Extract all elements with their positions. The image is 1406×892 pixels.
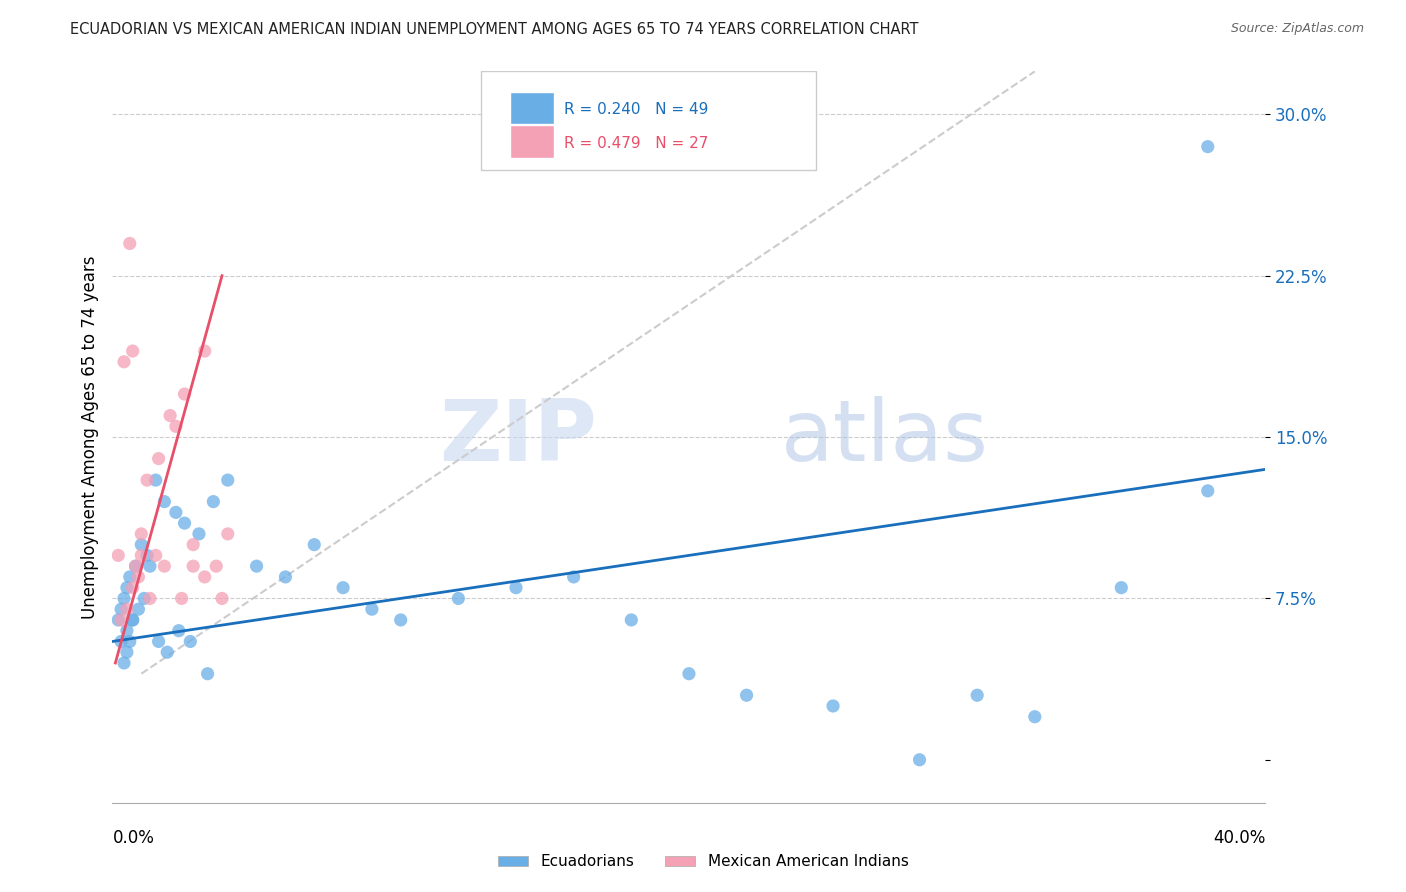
Point <box>127 602 149 616</box>
Text: ZIP: ZIP <box>439 395 596 479</box>
Text: ECUADORIAN VS MEXICAN AMERICAN INDIAN UNEMPLOYMENT AMONG AGES 65 TO 74 YEARS COR: ECUADORIAN VS MEXICAN AMERICAN INDIAN UN… <box>70 22 918 37</box>
Point <box>136 549 159 563</box>
Point <box>1111 581 1133 595</box>
FancyBboxPatch shape <box>510 92 554 124</box>
Point <box>145 549 167 563</box>
Point <box>173 387 195 401</box>
Point <box>562 570 585 584</box>
Point <box>194 570 217 584</box>
Point <box>173 516 195 530</box>
Point <box>110 602 132 616</box>
Point <box>211 591 233 606</box>
Text: 40.0%: 40.0% <box>1213 829 1265 847</box>
Point <box>304 538 326 552</box>
Point <box>360 602 382 616</box>
Point <box>129 527 153 541</box>
Text: R = 0.479   N = 27: R = 0.479 N = 27 <box>564 136 709 151</box>
Point <box>136 473 159 487</box>
Point <box>115 645 138 659</box>
Point <box>165 505 187 519</box>
Point <box>121 344 143 359</box>
Point <box>188 527 211 541</box>
FancyBboxPatch shape <box>510 126 554 158</box>
Text: 0.0%: 0.0% <box>112 829 155 847</box>
Point <box>134 591 156 606</box>
Point <box>139 591 162 606</box>
Point <box>112 656 135 670</box>
Point <box>127 570 149 584</box>
Point <box>153 559 176 574</box>
Y-axis label: Unemployment Among Ages 65 to 74 years: Unemployment Among Ages 65 to 74 years <box>80 255 98 619</box>
Point <box>124 559 146 574</box>
Point <box>139 559 162 574</box>
Point <box>148 634 170 648</box>
Point <box>115 602 138 616</box>
Text: Source: ZipAtlas.com: Source: ZipAtlas.com <box>1230 22 1364 36</box>
Point <box>908 753 931 767</box>
Point <box>202 494 225 508</box>
Point <box>110 634 132 648</box>
Point <box>165 419 187 434</box>
Text: R = 0.240   N = 49: R = 0.240 N = 49 <box>564 102 709 117</box>
Point <box>129 549 153 563</box>
Point <box>1197 483 1219 498</box>
Point <box>121 613 143 627</box>
Point <box>124 559 146 574</box>
Point <box>112 355 135 369</box>
Point <box>156 645 179 659</box>
Point <box>1197 139 1219 153</box>
Point <box>110 613 132 627</box>
Point <box>107 613 129 627</box>
Point <box>153 494 176 508</box>
Point <box>197 666 219 681</box>
Point <box>179 634 201 648</box>
Point <box>245 559 267 574</box>
Point <box>181 559 204 574</box>
Point <box>332 581 354 595</box>
Point <box>447 591 470 606</box>
Point <box>145 473 167 487</box>
Point <box>678 666 700 681</box>
Point <box>129 538 153 552</box>
Point <box>118 634 141 648</box>
Point <box>159 409 181 423</box>
Point <box>205 559 228 574</box>
Point <box>217 473 239 487</box>
FancyBboxPatch shape <box>481 71 815 170</box>
Point <box>167 624 190 638</box>
Point <box>966 688 988 702</box>
Point <box>194 344 217 359</box>
Point <box>505 581 527 595</box>
Point <box>389 613 412 627</box>
Point <box>735 688 758 702</box>
Point <box>620 613 643 627</box>
Point <box>121 613 143 627</box>
Point <box>107 549 129 563</box>
Point <box>170 591 193 606</box>
Point <box>1024 710 1046 724</box>
Legend: Ecuadorians, Mexican American Indians: Ecuadorians, Mexican American Indians <box>492 848 914 875</box>
Point <box>115 624 138 638</box>
Point <box>148 451 170 466</box>
Point <box>118 236 141 251</box>
Text: atlas: atlas <box>782 395 990 479</box>
Point <box>118 570 141 584</box>
Point <box>821 698 844 713</box>
Point <box>121 581 143 595</box>
Point <box>112 591 135 606</box>
Point <box>115 581 138 595</box>
Point <box>274 570 297 584</box>
Point <box>181 538 204 552</box>
Point <box>217 527 239 541</box>
